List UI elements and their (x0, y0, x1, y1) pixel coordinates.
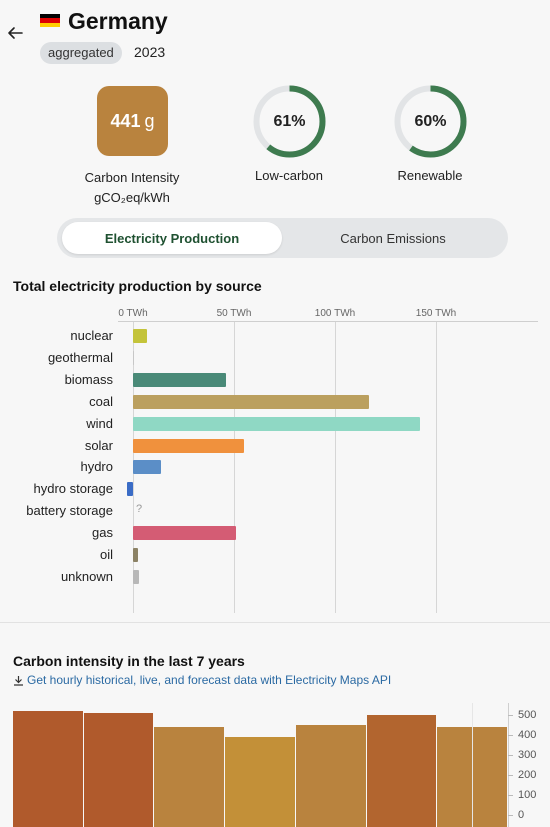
source-label: coal (89, 393, 113, 409)
renewable-ring: 60% (394, 85, 467, 158)
source-label: nuclear (70, 328, 113, 343)
renewable-label: Renewable (397, 168, 463, 183)
year-bar[interactable] (366, 715, 437, 827)
source-label: battery storage (26, 503, 113, 519)
y-tick-mark (508, 775, 513, 776)
gridline (335, 321, 336, 613)
low-carbon-ring: 61% (253, 85, 326, 158)
carbon-intensity-unit-label: gCO₂eq/kWh (94, 190, 170, 205)
source-label: geothermal (47, 349, 113, 365)
tab-carbon-emissions[interactable]: Carbon Emissions (340, 230, 446, 246)
carbon-intensity-title: Carbon Intensity (84, 170, 180, 185)
year-bar[interactable] (225, 737, 295, 827)
source-bar[interactable] (133, 394, 370, 409)
source-bar[interactable] (126, 482, 133, 497)
view-toggle: Electricity Production Carbon Emissions (57, 218, 508, 258)
source-label: hydro storage (33, 481, 114, 497)
x-tick-label: 150 TWh (415, 308, 457, 319)
y-tick-mark (508, 715, 513, 716)
year-bar[interactable] (295, 725, 366, 827)
y-tick-mark (508, 755, 513, 756)
header: Germany aggregated 2023 (0, 0, 550, 70)
country-name: Germany (68, 8, 168, 34)
y-tick-label: 0 (518, 809, 525, 821)
source-label: hydro (80, 459, 113, 475)
y-tick-label: 200 (518, 769, 537, 781)
source-label: oil (99, 547, 113, 562)
history-chart-title: Carbon intensity in the last 7 years (13, 653, 245, 669)
germany-flag-icon (40, 14, 60, 27)
low-carbon-value: 61% (273, 112, 306, 130)
source-bar[interactable] (133, 548, 139, 562)
source-label: gas (92, 525, 113, 541)
year-bar[interactable] (13, 711, 83, 827)
api-link[interactable]: Get hourly historical, live, and forecas… (13, 673, 391, 687)
source-label: solar (84, 437, 113, 453)
gridline (234, 321, 235, 613)
carbon-intensity-unit: g (144, 110, 155, 131)
source-label: unknown (60, 568, 113, 584)
hover-cursor-line (472, 703, 473, 827)
year-bar[interactable] (83, 713, 154, 827)
source-bar[interactable] (133, 329, 148, 343)
source-bar[interactable] (133, 416, 420, 431)
source-label: wind (86, 415, 113, 431)
x-axis-line (118, 321, 538, 322)
source-bar[interactable] (133, 350, 134, 365)
tab-electricity-production[interactable]: Electricity Production (62, 222, 282, 254)
y-tick-label: 100 (518, 789, 537, 801)
y-tick-label: 500 (518, 709, 537, 721)
source-bar[interactable] (133, 569, 140, 584)
carbon-intensity-value: 441 (110, 110, 141, 131)
source-bar[interactable] (133, 526, 237, 541)
source-bar[interactable] (133, 460, 162, 475)
year-label: 2023 (134, 44, 166, 60)
download-icon (14, 676, 23, 686)
y-tick-label: 300 (518, 749, 537, 761)
unknown-value-marker: ? (136, 503, 143, 516)
source-bar[interactable] (133, 438, 245, 453)
carbon-intensity-box: 441 g (97, 86, 168, 156)
section-divider (0, 622, 550, 623)
back-arrow-icon[interactable] (6, 24, 24, 42)
y-tick-label: 400 (518, 729, 537, 741)
aggregated-badge: aggregated (40, 42, 122, 64)
x-tick-label: 50 TWh (216, 308, 252, 319)
api-link-text: Get hourly historical, live, and forecas… (27, 673, 392, 687)
low-carbon-label: Low-carbon (255, 168, 323, 183)
x-tick-label: 100 TWh (314, 308, 356, 319)
production-chart-title: Total electricity production by source (13, 278, 262, 294)
x-tick-label: 0 TWh (118, 308, 148, 319)
y-tick-mark (508, 815, 513, 816)
y-tick-mark (508, 735, 513, 736)
renewable-value: 60% (414, 112, 447, 130)
source-bar[interactable] (133, 372, 226, 387)
y-axis-line (508, 703, 509, 827)
source-label: biomass (64, 371, 113, 387)
gridline (436, 321, 437, 613)
carbon-intensity-label: Carbon Intensity gCO₂eq/kWh (62, 168, 202, 208)
year-bar[interactable] (154, 727, 225, 827)
y-tick-mark (508, 795, 513, 796)
